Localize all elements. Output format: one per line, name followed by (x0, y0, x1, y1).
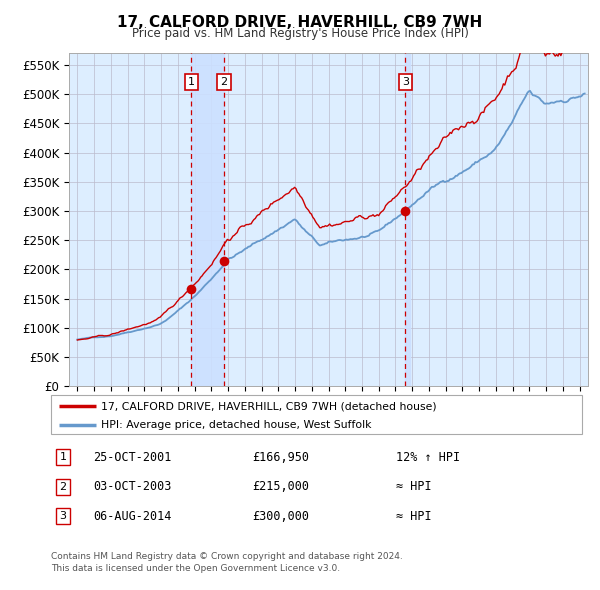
Text: ≈ HPI: ≈ HPI (396, 480, 431, 493)
Bar (406, 53, 410, 386)
Bar (191, 53, 224, 386)
FancyBboxPatch shape (51, 395, 582, 434)
Text: £300,000: £300,000 (252, 510, 309, 523)
Text: 2: 2 (220, 77, 227, 87)
Text: 12% ↑ HPI: 12% ↑ HPI (396, 451, 460, 464)
Text: 06-AUG-2014: 06-AUG-2014 (93, 510, 172, 523)
Text: 1: 1 (188, 77, 195, 87)
Text: 17, CALFORD DRIVE, HAVERHILL, CB9 7WH (detached house): 17, CALFORD DRIVE, HAVERHILL, CB9 7WH (d… (101, 401, 437, 411)
Text: Price paid vs. HM Land Registry's House Price Index (HPI): Price paid vs. HM Land Registry's House … (131, 27, 469, 40)
Text: HPI: Average price, detached house, West Suffolk: HPI: Average price, detached house, West… (101, 420, 372, 430)
Text: 3: 3 (402, 77, 409, 87)
Text: 3: 3 (59, 512, 67, 521)
Text: 25-OCT-2001: 25-OCT-2001 (93, 451, 172, 464)
Text: 2: 2 (59, 482, 67, 491)
Text: 17, CALFORD DRIVE, HAVERHILL, CB9 7WH: 17, CALFORD DRIVE, HAVERHILL, CB9 7WH (118, 15, 482, 30)
Text: Contains HM Land Registry data © Crown copyright and database right 2024.: Contains HM Land Registry data © Crown c… (51, 552, 403, 561)
Text: This data is licensed under the Open Government Licence v3.0.: This data is licensed under the Open Gov… (51, 564, 340, 573)
Text: £166,950: £166,950 (252, 451, 309, 464)
Text: 03-OCT-2003: 03-OCT-2003 (93, 480, 172, 493)
Text: £215,000: £215,000 (252, 480, 309, 493)
Text: ≈ HPI: ≈ HPI (396, 510, 431, 523)
Text: 1: 1 (59, 453, 67, 462)
